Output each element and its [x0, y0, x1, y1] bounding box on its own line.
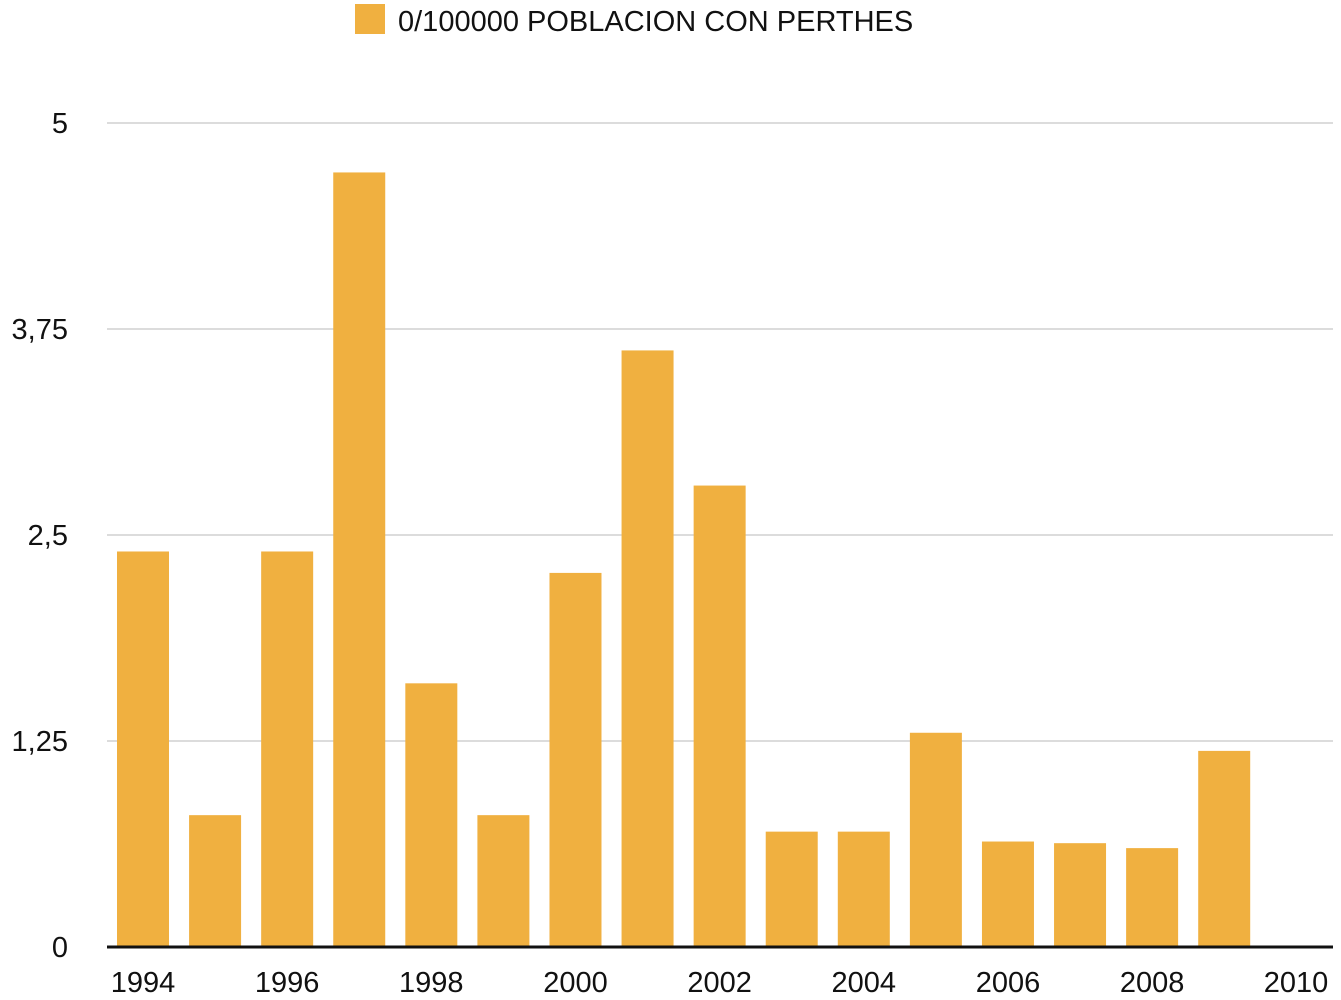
legend: 0/100000 POBLACION CON PERTHES [355, 4, 913, 38]
bar-1997 [333, 172, 386, 947]
x-axis-tick-labels: 1994 1996 1998 2000 2002 2004 2006 2008 2010 [111, 967, 1329, 999]
bar-2008 [1126, 848, 1179, 947]
bar-2003 [765, 831, 818, 947]
x-tick-label: 2008 [1120, 967, 1185, 999]
bar-2000 [549, 572, 602, 947]
bar-2005 [909, 732, 962, 947]
x-tick-label: 2010 [1264, 967, 1329, 999]
bar-2009 [1198, 750, 1251, 947]
legend-swatch [355, 4, 385, 34]
bars [117, 172, 1251, 947]
y-tick-label: 2,5 [28, 520, 68, 552]
y-tick-label: 5 [52, 108, 68, 140]
bar-2007 [1054, 843, 1107, 947]
bar-2004 [837, 831, 890, 947]
y-tick-label: 0 [52, 932, 68, 964]
bar-1998 [405, 683, 458, 947]
x-tick-label: 2000 [543, 967, 608, 999]
x-tick-label: 1998 [399, 967, 464, 999]
bar-1995 [189, 815, 242, 947]
bar-1999 [477, 815, 530, 947]
y-axis-tick-labels: 0 1,25 2,5 3,75 5 [12, 108, 68, 964]
bar-2002 [693, 485, 746, 947]
bar-1994 [117, 551, 169, 947]
y-tick-label: 3,75 [12, 314, 68, 346]
bar-1996 [261, 551, 314, 947]
y-tick-label: 1,25 [12, 726, 68, 758]
x-tick-label: 1996 [255, 967, 320, 999]
legend-label: 0/100000 POBLACION CON PERTHES [398, 6, 913, 38]
x-tick-label: 2004 [832, 967, 897, 999]
x-tick-label: 2006 [976, 967, 1041, 999]
x-tick-label: 1994 [111, 967, 176, 999]
bar-2006 [981, 841, 1034, 947]
x-tick-label: 2002 [687, 967, 752, 999]
bar-2001 [621, 350, 674, 947]
